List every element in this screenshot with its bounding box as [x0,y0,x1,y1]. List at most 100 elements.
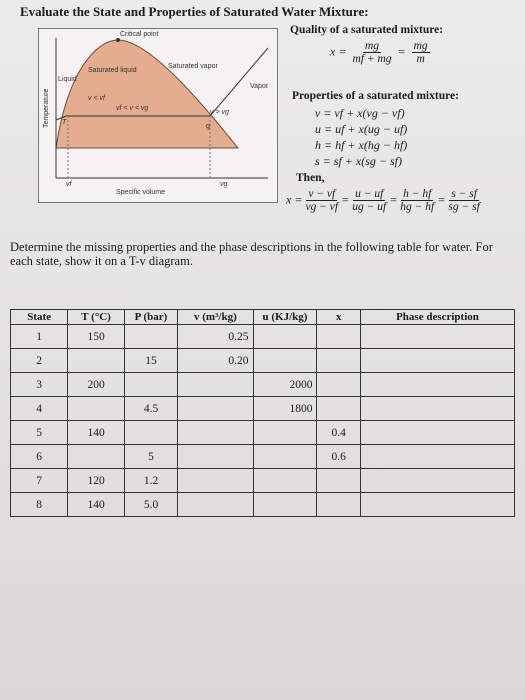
table-cell: 150 [67,324,125,349]
denominator: mf + mg [352,53,392,65]
header-cell: x [316,309,361,325]
numerator: h − hf [401,188,434,201]
label: Liquid [58,76,77,83]
table-cell: 0.6 [316,444,361,469]
table-cell [177,372,254,397]
table-cell: 140 [67,492,125,517]
header-cell: Phase description [359,309,516,325]
table-cell [67,348,125,373]
table-cell: 4 [9,396,69,421]
table-cell: 3 [9,372,69,397]
table-cell [359,348,516,373]
denominator: sg − sf [448,201,480,213]
then: Then, [296,172,325,184]
table-cell [252,324,318,349]
table-cell [252,348,318,373]
fraction: v − vf vg − vf [305,188,338,213]
denominator: vg − vf [305,201,339,213]
table-cell [252,420,318,445]
table-cell: 1 [9,324,69,349]
label: Specific volume [116,189,165,196]
table-row: 7 120 1.2 [9,468,516,493]
table-cell [316,492,361,517]
denominator: ug − uf [352,201,387,213]
fraction: u − uf ug − uf [352,188,386,213]
eq-text: x = [286,192,303,207]
table-cell: 2000 [252,372,318,397]
header-cell: State [9,309,69,325]
table-row: 6 5 0.6 [9,444,516,469]
eq-text: x = [330,44,347,59]
numerator: u − uf [353,188,386,201]
label: Vapor [250,83,269,90]
label: Saturated vapor [168,63,218,70]
eq-text: = [341,192,350,207]
fraction: mg m [411,40,430,65]
table-cell [177,420,254,445]
table-cell: 15 [123,348,179,373]
table-cell: 5.0 [123,492,179,517]
table-cell: 8 [9,492,69,517]
numerator: s − sf [449,188,479,201]
isotherm [55,47,269,121]
table-cell: 5 [9,420,69,445]
property-equation: u = uf + x(ug − uf) [315,122,408,136]
numerator: v − vf [306,188,338,201]
tv-diagram: Critical point Saturated liquid Saturate… [38,28,278,203]
label: Temperature [43,89,50,128]
fraction: mg mf + mg [352,40,391,65]
table-cell: 0.4 [316,420,361,445]
table-cell [177,444,254,469]
label: Critical point [120,31,159,38]
header-cell: T (°C) [67,309,125,325]
table-cell [359,492,516,517]
property-table: State T (°C) P (bar) v (m³/kg) u (KJ/kg) x Pha… [9,309,516,517]
table-cell [123,324,179,349]
header-row: State T (°C) P (bar) v (m³/kg) u (KJ/kg) x Pha… [9,309,516,325]
table-cell [316,372,361,397]
quality-heading: Quality of a saturated mixture: [290,24,444,36]
table-cell: 5 [123,444,179,469]
numerator: mg [362,40,381,53]
table-cell: 0.20 [177,348,254,373]
label: g [206,123,210,130]
table-cell: 1.2 [123,468,179,493]
table-cell [316,348,361,373]
properties-heading: Properties of a saturated mixture: [292,90,459,102]
table-cell [177,468,254,493]
title: Evaluate the State and Properties of Sat… [20,4,369,19]
fraction: h − hf hg − hf [400,188,434,213]
table-row: 3 200 2000 [9,372,516,397]
denominator: m [416,53,425,65]
table-row: 2 15 0.20 [9,348,516,373]
table-cell: 4.5 [123,396,179,421]
table-row: 8 140 5.0 [9,492,516,517]
table-cell: 0.25 [177,324,254,349]
label: v > vg [210,109,229,116]
table-cell [316,324,361,349]
table-cell [177,492,254,517]
label: T [62,119,67,126]
table-cell [252,444,318,469]
table-cell: 140 [67,420,125,445]
label: Saturated liquid [88,67,137,74]
fraction: s − sf sg − sf [448,188,479,213]
property-equation: v = vf + x(vg − vf) [315,106,405,120]
table-cell [359,444,516,469]
table-cell [252,492,318,517]
numerator: mg [411,40,430,53]
table-cell [67,444,125,469]
eq-text: = [389,192,398,207]
table-cell [359,324,516,349]
header-cell: P (bar) [123,309,179,325]
saturation-dome [55,39,240,149]
table-body: 1 150 0.25 2 15 0.20 3 200 2000 4 4.5 1800 5 140 0.4 6 5… [9,324,516,517]
table-cell: 2 [9,348,69,373]
then-equation: x = v − vf vg − vf = u − uf ug − uf = h − hf hg … [286,188,483,213]
header-cell: v (m³/kg) [177,309,254,325]
table-cell [67,396,125,421]
table-cell [359,372,516,397]
eq-text: = [397,44,406,59]
header-cell: u (KJ/kg) [252,309,318,325]
quality-equation: x = mg mf + mg = mg m [330,40,433,65]
